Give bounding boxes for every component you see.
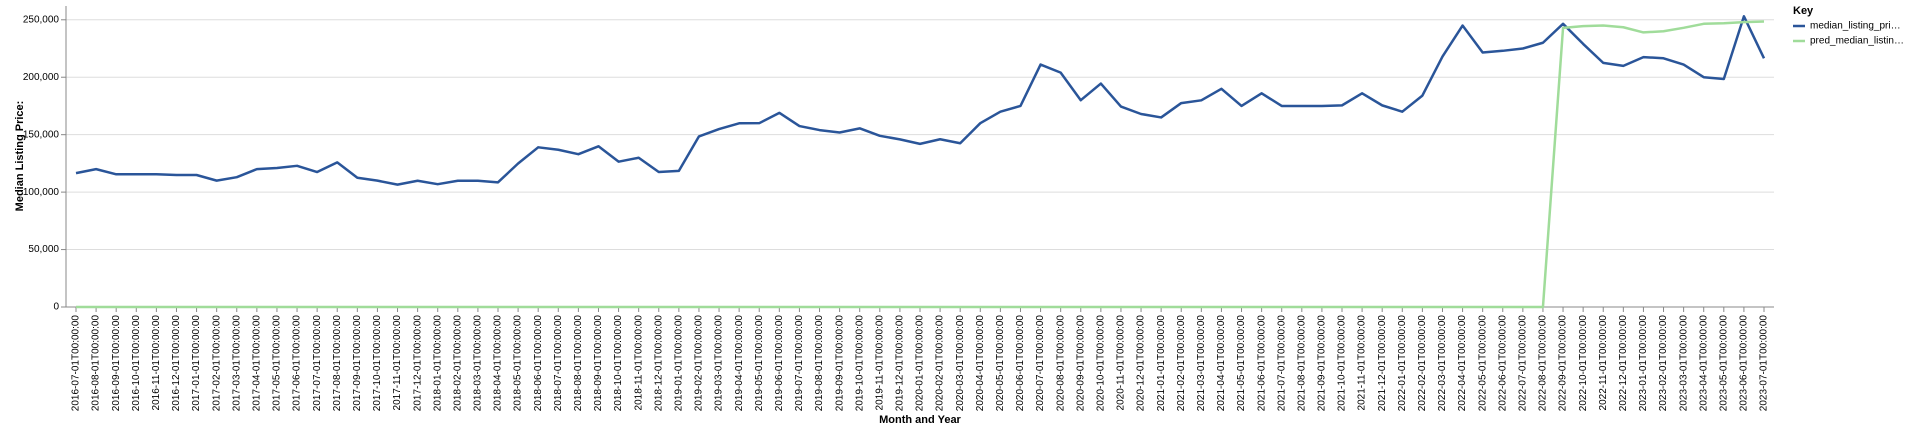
- x-tick-label: 2023-02-01T00:00:00: [1658, 315, 1669, 412]
- x-tick-label: 2019-05-01T00:00:00: [754, 315, 765, 412]
- x-tick-label: 2023-03-01T00:00:00: [1678, 315, 1689, 412]
- x-tick-label: 2023-05-01T00:00:00: [1718, 315, 1729, 412]
- x-tick-label: 2023-06-01T00:00:00: [1739, 315, 1750, 412]
- x-tick-label: 2021-02-01T00:00:00: [1176, 315, 1187, 412]
- y-tick-label: 0: [53, 302, 59, 313]
- x-tick-label: 2022-03-01T00:00:00: [1437, 315, 1448, 412]
- line-series: [75, 15, 1766, 186]
- x-tick-label: 2016-09-01T00:00:00: [111, 315, 122, 412]
- legend-label: pred_median_listin…: [1810, 36, 1904, 47]
- x-tick-label: 2019-11-01T00:00:00: [874, 315, 885, 411]
- x-tick-label: 2023-07-01T00:00:00: [1759, 315, 1770, 412]
- y-tick-label: 100,000: [23, 187, 60, 198]
- x-tick-label: 2016-12-01T00:00:00: [171, 315, 182, 412]
- x-tick-label: 2019-03-01T00:00:00: [714, 315, 725, 412]
- x-tick-label: 2021-08-01T00:00:00: [1296, 315, 1307, 412]
- x-tick-label: 2019-08-01T00:00:00: [814, 315, 825, 412]
- x-tick-label: 2019-02-01T00:00:00: [694, 315, 705, 412]
- x-tick-label: 2021-01-01T00:00:00: [1156, 315, 1167, 412]
- x-tick-label: 2018-01-01T00:00:00: [432, 315, 443, 412]
- x-tick-label: 2018-07-01T00:00:00: [553, 315, 564, 412]
- legend-title: Key: [1793, 5, 1814, 17]
- x-tick-label: 2021-05-01T00:00:00: [1236, 315, 1247, 412]
- x-tick-label: 2017-09-01T00:00:00: [352, 315, 363, 412]
- y-tick-label: 50,000: [28, 244, 59, 255]
- x-tick-label: 2021-07-01T00:00:00: [1276, 315, 1287, 412]
- x-tick-label: 2016-11-01T00:00:00: [151, 315, 162, 411]
- x-tick-label: 2021-06-01T00:00:00: [1256, 315, 1267, 412]
- x-tick-label: 2017-04-01T00:00:00: [251, 315, 262, 412]
- x-tick-label: 2021-12-01T00:00:00: [1377, 315, 1388, 412]
- x-tick-label: 2022-08-01T00:00:00: [1538, 315, 1549, 412]
- x-tick-label: 2018-04-01T00:00:00: [493, 315, 504, 412]
- x-tick-label: 2020-05-01T00:00:00: [995, 315, 1006, 412]
- x-tick-label: 2020-02-01T00:00:00: [935, 315, 946, 412]
- x-tick-label: 2017-02-01T00:00:00: [211, 315, 222, 412]
- x-tick-label: 2022-10-01T00:00:00: [1578, 315, 1589, 412]
- x-tick-label: 2022-12-01T00:00:00: [1618, 315, 1629, 412]
- x-tick-label: 2022-07-01T00:00:00: [1517, 315, 1528, 412]
- x-tick-label: 2018-03-01T00:00:00: [473, 315, 484, 412]
- x-tick-label: 2022-04-01T00:00:00: [1457, 315, 1468, 412]
- x-tick-label: 2019-04-01T00:00:00: [734, 315, 745, 412]
- y-tick-label: 150,000: [23, 129, 60, 140]
- x-tick-label: 2019-01-01T00:00:00: [673, 315, 684, 412]
- x-tick-label: 2020-03-01T00:00:00: [955, 315, 966, 412]
- x-tick-label: 2017-12-01T00:00:00: [412, 315, 423, 412]
- x-tick-label: 2018-12-01T00:00:00: [653, 315, 664, 412]
- x-tick-label: 2019-09-01T00:00:00: [834, 315, 845, 412]
- x-tick-label: 2022-11-01T00:00:00: [1598, 315, 1609, 411]
- x-tick-label: 2023-04-01T00:00:00: [1698, 315, 1709, 412]
- x-tick-label: 2022-05-01T00:00:00: [1477, 315, 1488, 412]
- x-tick-label: 2018-08-01T00:00:00: [573, 315, 584, 412]
- x-tick-label: 2017-03-01T00:00:00: [231, 315, 242, 412]
- x-tick-label: 2018-02-01T00:00:00: [452, 315, 463, 412]
- x-tick-label: 2020-01-01T00:00:00: [915, 315, 926, 412]
- x-tick-label: 2022-06-01T00:00:00: [1497, 315, 1508, 412]
- x-tick-label: 2020-08-01T00:00:00: [1055, 315, 1066, 412]
- x-tick-label: 2017-06-01T00:00:00: [292, 315, 303, 412]
- x-tick-label: 2020-06-01T00:00:00: [1015, 315, 1026, 412]
- x-tick-label: 2018-09-01T00:00:00: [593, 315, 604, 412]
- x-tick-label: 2021-03-01T00:00:00: [1196, 315, 1207, 412]
- x-tick-label: 2017-10-01T00:00:00: [372, 315, 383, 412]
- x-tick-label: 2022-01-01T00:00:00: [1397, 315, 1408, 412]
- x-tick-label: 2020-10-01T00:00:00: [1095, 315, 1106, 412]
- x-tick-label: 2017-01-01T00:00:00: [191, 315, 202, 412]
- x-tick-label: 2021-11-01T00:00:00: [1357, 315, 1368, 411]
- x-tick-label: 2022-02-01T00:00:00: [1417, 315, 1428, 412]
- x-tick-label: 2019-12-01T00:00:00: [895, 315, 906, 412]
- y-axis-title: Median Listing Price:: [14, 101, 26, 212]
- x-tick-label: 2018-05-01T00:00:00: [513, 315, 524, 412]
- x-axis-title: Month and Year: [879, 414, 961, 426]
- x-tick-label: 2017-11-01T00:00:00: [392, 315, 403, 411]
- x-tick-label: 2017-05-01T00:00:00: [272, 315, 283, 412]
- x-tick-label: 2020-07-01T00:00:00: [1035, 315, 1046, 412]
- x-tick-label: 2020-09-01T00:00:00: [1075, 315, 1086, 412]
- y-tick-label: 250,000: [23, 14, 60, 25]
- legend-label: median_listing_pri…: [1810, 21, 1901, 32]
- x-tick-label: 2016-08-01T00:00:00: [91, 315, 102, 412]
- x-tick-label: 2019-06-01T00:00:00: [774, 315, 785, 412]
- x-tick-label: 2016-07-01T00:00:00: [71, 315, 82, 412]
- x-tick-label: 2017-08-01T00:00:00: [332, 315, 343, 412]
- x-tick-label: 2021-04-01T00:00:00: [1216, 315, 1227, 412]
- x-tick-label: 2016-10-01T00:00:00: [131, 315, 142, 412]
- x-tick-label: 2019-10-01T00:00:00: [854, 315, 865, 412]
- line-series: [76, 20, 1765, 309]
- x-tick-label: 2018-11-01T00:00:00: [633, 315, 644, 411]
- x-tick-label: 2018-10-01T00:00:00: [613, 315, 624, 412]
- x-tick-label: 2017-07-01T00:00:00: [312, 315, 323, 412]
- x-tick-label: 2020-12-01T00:00:00: [1136, 315, 1147, 412]
- y-tick-label: 200,000: [23, 72, 60, 83]
- x-tick-label: 2021-10-01T00:00:00: [1337, 315, 1348, 412]
- x-tick-label: 2019-07-01T00:00:00: [794, 315, 805, 412]
- x-tick-label: 2020-11-01T00:00:00: [1116, 315, 1127, 411]
- x-tick-label: 2023-01-01T00:00:00: [1638, 315, 1649, 412]
- x-tick-label: 2018-06-01T00:00:00: [533, 315, 544, 412]
- x-tick-label: 2022-09-01T00:00:00: [1558, 315, 1569, 412]
- x-tick-label: 2021-09-01T00:00:00: [1317, 315, 1328, 412]
- x-tick-label: 2020-04-01T00:00:00: [975, 315, 986, 412]
